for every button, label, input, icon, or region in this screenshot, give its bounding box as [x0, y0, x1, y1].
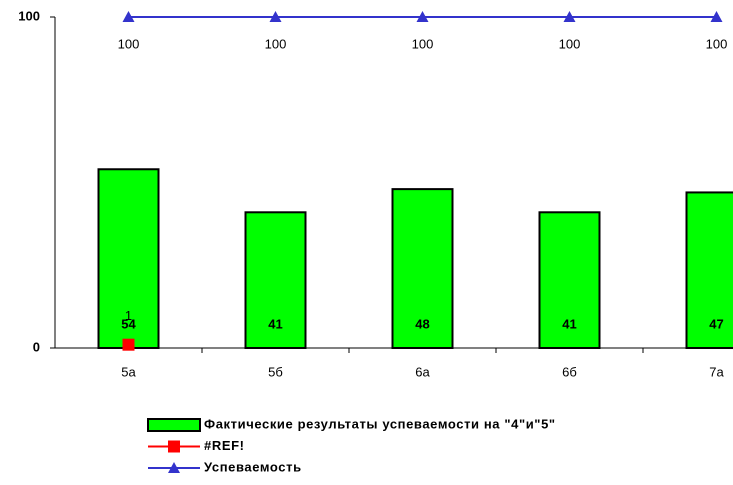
- bar: [97, 168, 160, 349]
- x-tick-label: 5а: [121, 364, 136, 379]
- bar: [244, 211, 307, 349]
- data-label: 41: [268, 316, 282, 331]
- y-tick-label: 100: [18, 8, 40, 23]
- marker: [710, 11, 723, 22]
- data-label: 54: [121, 316, 136, 331]
- marker: [269, 11, 282, 22]
- bar: [538, 211, 601, 349]
- data-label: 100: [559, 36, 581, 51]
- data-label: 100: [412, 36, 434, 51]
- data-label: 41: [562, 316, 576, 331]
- data-label: 100: [118, 36, 140, 51]
- legend-label: Успеваемость: [204, 459, 302, 474]
- x-tick-label: 5б: [268, 364, 283, 379]
- legend-swatch: [147, 418, 201, 432]
- data-label: 48: [415, 316, 429, 331]
- marker: [122, 11, 135, 22]
- legend-label: Фактические результаты успеваемости на "…: [204, 416, 556, 431]
- data-label: 100: [706, 36, 728, 51]
- y-tick-label: 0: [33, 339, 40, 354]
- legend-label: #REF!: [204, 438, 245, 453]
- x-tick-label: 6б: [562, 364, 577, 379]
- marker: [122, 338, 135, 351]
- x-tick-label: 6а: [415, 364, 430, 379]
- marker: [563, 11, 576, 22]
- x-tick-label: 7а: [709, 364, 724, 379]
- bar: [391, 188, 454, 349]
- legend-marker: [168, 462, 180, 473]
- data-label: 1: [125, 308, 132, 323]
- data-label: 100: [265, 36, 287, 51]
- data-label: 47: [709, 316, 723, 331]
- marker: [416, 11, 429, 22]
- bar: [685, 191, 733, 349]
- legend-marker: [168, 440, 180, 453]
